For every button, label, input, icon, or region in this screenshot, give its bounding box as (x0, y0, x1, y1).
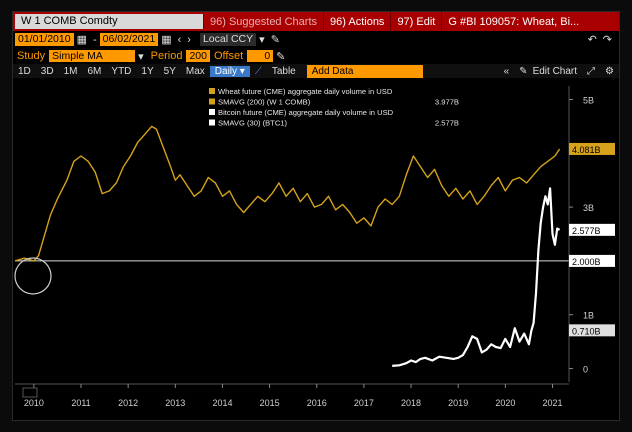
start-date-input[interactable]: 01/01/2010 (15, 33, 74, 46)
x-tick-label: 2020 (495, 398, 515, 408)
chart-window: W 1 COMB Comdty 96) Suggested Charts 96)… (12, 11, 620, 421)
x-tick-label: 2010 (24, 398, 44, 408)
x-tick-label: 2021 (542, 398, 562, 408)
value-label-box (569, 142, 615, 155)
wheat-volume-line (14, 125, 561, 262)
line-chart-icon[interactable]: ⟋ (254, 65, 262, 77)
calendar-icon[interactable]: ▦ (76, 34, 87, 46)
x-tick-label: 2017 (354, 398, 374, 408)
legend-swatch (209, 88, 215, 94)
edit-chart-button[interactable]: Edit Chart (532, 65, 578, 77)
value-label-text: 4.081B (572, 145, 601, 155)
y-tick-label: 5B (583, 95, 594, 105)
dropdown-arrow-icon[interactable]: ▾ (259, 34, 265, 46)
actions-menu[interactable]: 96) Actions (330, 15, 385, 28)
undo-icon[interactable]: ↶ (587, 34, 597, 46)
timeframe-1d[interactable]: 1D (18, 65, 31, 77)
y-tick-label: 0 (583, 365, 588, 375)
value-label-text: 2.577B (572, 226, 601, 236)
x-tick-label: 2014 (212, 398, 232, 408)
value-label-box (569, 324, 615, 337)
timeframe-bar: 1D 3D 1M 6M YTD 1Y 5Y Max Daily ▾ ⟋ Tabl… (13, 64, 619, 78)
legend-swatch (209, 109, 215, 115)
reference-label-box (569, 254, 615, 267)
legend-value: 3.977B (435, 98, 459, 107)
value-labels: 4.081B 2.577B 0.710B 2.000B (569, 142, 615, 337)
pencil-icon[interactable]: ✎ (519, 65, 528, 77)
date-separator: - (92, 33, 97, 46)
x-tick-label: 2011 (71, 398, 90, 408)
timeframe-3d[interactable]: 3D (40, 65, 54, 77)
frequency-select[interactable]: Daily ▾ (209, 65, 250, 77)
zoom-icon[interactable]: ⤢ (587, 65, 596, 77)
x-tick-label: 2015 (260, 398, 280, 408)
chevron-right-icon[interactable]: › (187, 33, 191, 46)
legend-label: Bitcoin future (CME) aggregate daily vol… (218, 108, 394, 117)
table-button[interactable]: Table (271, 65, 296, 77)
collapse-box-icon[interactable] (22, 387, 38, 398)
ticker-field[interactable]: W 1 COMB Comdty (15, 14, 203, 29)
timeframe-6m[interactable]: 6M (87, 65, 102, 77)
legend-swatch (209, 119, 215, 126)
study-select[interactable]: Simple MA (49, 50, 136, 62)
settings-icon[interactable]: ⚙ (605, 65, 614, 77)
legend: Wheat future (CME) aggregate daily volum… (205, 84, 467, 130)
timeframe-1y[interactable]: 1Y (141, 65, 154, 77)
axes: 0 1B 3B 5B 2010 2011 2012 2013 2014 2015 2016 2017 2… (15, 86, 594, 408)
legend-swatch (209, 98, 215, 105)
x-tick-label: 2019 (448, 398, 468, 408)
legend-box (205, 84, 467, 130)
date-range-bar: 01/01/2010 ▦ - 06/02/2021 ▦ ‹ › Local CC… (13, 31, 619, 48)
offset-label: Offset (214, 50, 244, 62)
chevron-left-icon[interactable]: ‹ (177, 33, 182, 46)
chart-area[interactable]: 0 1B 3B 5B 2010 2011 2012 2013 2014 2015 2016 2017 2… (13, 78, 619, 420)
legend-value: 2.577B (435, 119, 459, 128)
timeframe-max[interactable]: Max (185, 65, 205, 77)
value-label-text: 0.710B (572, 326, 601, 336)
title-bar: W 1 COMB Comdty 96) Suggested Charts 96)… (13, 12, 619, 31)
highlight-circle (14, 257, 52, 295)
y-tick-label: 1B (583, 311, 594, 321)
timeframe-ytd[interactable]: YTD (111, 65, 132, 77)
legend-label: Wheat future (CME) aggregate daily volum… (218, 87, 393, 96)
collapse-icon[interactable]: « (503, 65, 510, 77)
timeframe-5y[interactable]: 5Y (163, 65, 176, 77)
legend-label: SMAVG (30) (BTC1) (218, 119, 288, 128)
study-label: Study (17, 50, 46, 62)
pencil-icon[interactable]: ✎ (276, 50, 286, 63)
chart-title: G #BI 109057: Wheat, Bi... (448, 15, 580, 28)
x-tick-label: 2018 (401, 398, 421, 408)
offset-input[interactable]: 0 (247, 50, 274, 62)
edit-menu[interactable]: 97) Edit (397, 15, 436, 28)
x-tick-label: 2013 (165, 398, 185, 408)
calendar-icon[interactable]: ▦ (161, 34, 172, 46)
redo-icon[interactable]: ↷ (602, 34, 612, 46)
bitcoin-volume-line (392, 187, 561, 367)
period-input[interactable]: 200 (186, 50, 210, 62)
dropdown-arrow-icon[interactable]: ▾ (138, 50, 144, 63)
period-label: Period (150, 50, 183, 62)
reference-label-text: 2.000B (572, 257, 601, 267)
end-date-input[interactable]: 06/02/2021 (99, 33, 159, 46)
value-label-box (569, 223, 615, 236)
divider (203, 12, 204, 31)
suggested-charts-button[interactable]: 96) Suggested Charts (210, 15, 318, 28)
y-tick-label: 3B (583, 203, 594, 213)
series-layer (14, 125, 561, 367)
x-tick-label: 2016 (307, 398, 327, 408)
divider (441, 12, 443, 31)
divider (390, 12, 392, 31)
timeframe-1m[interactable]: 1M (63, 65, 78, 77)
add-data-input[interactable]: Add Data (306, 64, 423, 78)
currency-select[interactable]: Local CCY (199, 33, 257, 46)
study-bar: Study Simple MA ▾ Period 200 Offset 0 ✎ (13, 48, 619, 64)
legend-label: SMAVG (200) (W 1 COMB) (218, 98, 311, 107)
divider (323, 12, 325, 31)
pencil-icon[interactable]: ✎ (270, 34, 280, 46)
x-tick-label: 2012 (118, 398, 138, 408)
frequency-label: Daily (214, 65, 238, 77)
